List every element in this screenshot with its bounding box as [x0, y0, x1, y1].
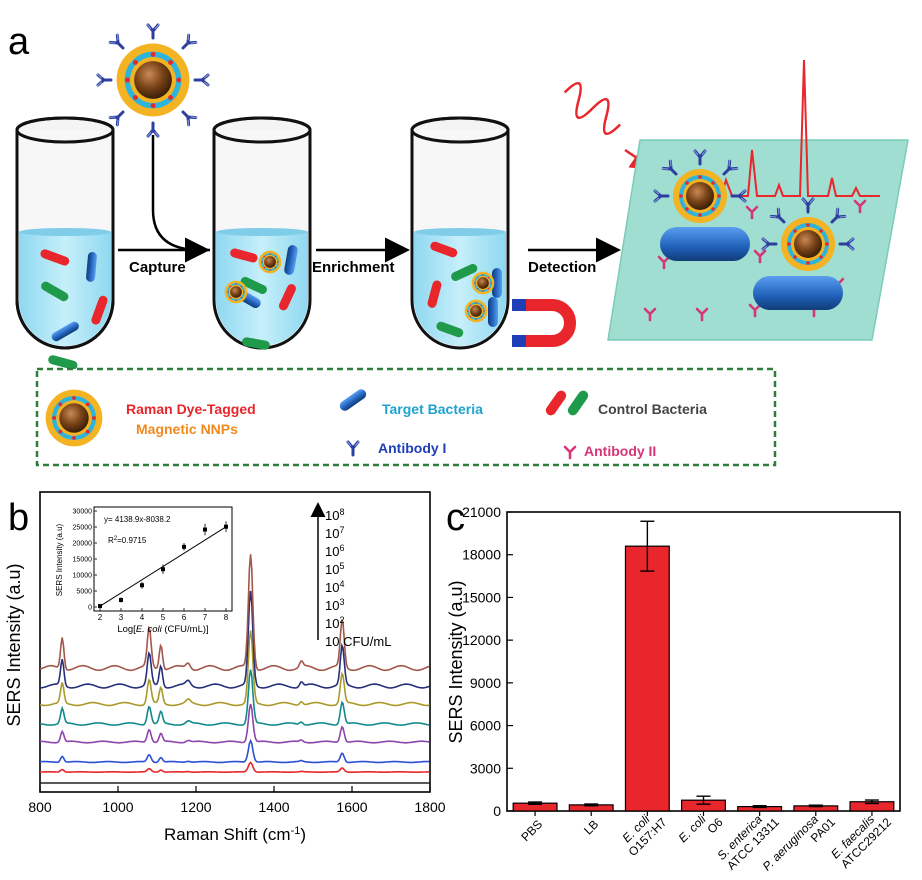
detection-surface [607, 59, 909, 341]
x-tick-label: 1000 [102, 799, 133, 815]
inset-x-tick: 4 [140, 613, 145, 622]
inset-point [98, 604, 102, 609]
inset-y-tick: 0 [88, 605, 92, 612]
svg-text:103: 103 [325, 597, 344, 613]
inset-y-tick: 30000 [73, 509, 93, 516]
panel-b-ylabel: SERS Intensity (a.u) [4, 563, 24, 726]
inset-x-tick: 2 [98, 613, 103, 622]
panel-a-label: a [8, 21, 30, 63]
panel-c: c 0 3000 6000 9000 12000 15000 18000 21000 PBS L… [446, 497, 901, 873]
spectrum-line [39, 703, 430, 744]
svg-text:104: 104 [325, 579, 344, 595]
spectrum-line [40, 738, 430, 764]
spectra [39, 554, 430, 784]
inset-y-tick: 25000 [73, 525, 93, 532]
nnp-with-antibodies [95, 22, 211, 139]
inset-x-tick: 8 [224, 613, 229, 622]
y-tick-label: 9000 [470, 675, 501, 691]
category-label: E. coliO157:H7 [616, 805, 670, 859]
inset-point [203, 527, 207, 532]
category-label: E. faecalisATCC29212 [828, 805, 894, 871]
x-tick-label: 1200 [180, 799, 211, 815]
svg-text:108: 108 [325, 507, 344, 523]
panel-c-ylabel: SERS Intensity (a.u) [446, 580, 466, 743]
inset-x-tick: 6 [182, 613, 187, 622]
panel-b-label: b [8, 497, 29, 539]
inset-x-tick: 7 [203, 613, 208, 622]
panel-c-bars [512, 520, 895, 812]
inset-y-tick: 5000 [76, 589, 92, 596]
inset-xlabel: Log[E. coli (CFU/mL)] [117, 624, 208, 635]
spectrum-line [39, 590, 430, 689]
panel-c-yticks: 0 3000 6000 9000 12000 15000 18000 21000 [462, 504, 513, 819]
svg-text:10 CFU/mL: 10 CFU/mL [325, 634, 391, 649]
inset-y-tick: 20000 [73, 541, 93, 548]
inset-point [182, 544, 186, 549]
x-tick-label: 1400 [258, 799, 289, 815]
y-tick-label: 21000 [462, 504, 501, 520]
inset-point [140, 583, 144, 588]
inset-y-tick: 15000 [73, 557, 93, 564]
inset-y-tick: 10000 [73, 573, 93, 580]
y-tick-label: 12000 [462, 632, 501, 648]
panel-c-label: c [446, 497, 465, 539]
panel-c-frame [506, 511, 901, 812]
legend: Raman Dye-Tagged Magnetic NNPs Target Ba… [35, 367, 777, 467]
x-tick-label: 800 [28, 799, 52, 815]
legend-control: Control Bacteria [598, 401, 707, 417]
panel-b: b 800 1000 1200 1400 1600 1800 SERS Intensity… [4, 491, 446, 844]
y-tick-label: 6000 [470, 718, 501, 734]
inset-x-tick: 5 [161, 613, 166, 622]
detection-label: Detection [528, 259, 596, 276]
concentration-labels: 108 107 106 105 104 103 102 10 CFU/mL [325, 507, 391, 649]
spectrum-line [39, 630, 430, 707]
panel-b-frame [39, 491, 431, 793]
inset-point [119, 597, 123, 602]
svg-text:105: 105 [325, 561, 344, 577]
inset-point [224, 524, 228, 529]
enrichment-label: Enrichment [312, 259, 395, 276]
tube-2 [212, 116, 312, 350]
inset-x-tick: 3 [119, 613, 124, 622]
inset-plot: 0 5000 10000 15000 20000 25000 30000 2 3 4 5 6 7 8 y… [55, 506, 233, 635]
bar [624, 545, 670, 812]
x-tick-label: 1600 [336, 799, 367, 815]
inset-equation: y= 4138.9x-8038.2 [104, 515, 171, 524]
y-tick-label: 3000 [470, 760, 501, 776]
panel-b-xlabel: Raman Shift (cm-1) [164, 825, 306, 844]
capture-path [151, 135, 210, 252]
category-label: PBS [518, 817, 545, 844]
spectrum-line [39, 669, 430, 726]
tube-1 [15, 116, 115, 370]
laser-wave [563, 82, 621, 135]
inset-ylabel: SERS Intensity (a.u) [55, 523, 64, 596]
svg-text:106: 106 [325, 543, 344, 559]
capture-label: Capture [129, 259, 186, 276]
inset-point [161, 567, 165, 572]
legend-nnp-line2: Magnetic NNPs [136, 421, 238, 437]
y-tick-label: 0 [493, 803, 501, 819]
magnet-icon [512, 299, 576, 347]
tube-3 [410, 116, 510, 350]
spectrum-line [39, 761, 430, 774]
legend-antibody2: Antibody II [584, 443, 656, 459]
svg-text:107: 107 [325, 525, 344, 541]
category-label: LB [581, 817, 601, 837]
legend-target: Target Bacteria [382, 401, 483, 417]
x-tick-label: 1800 [414, 799, 445, 815]
panel-b-xticks: 800 1000 1200 1400 1600 1800 [28, 786, 446, 815]
spectrum-line [39, 554, 430, 672]
inset-r2: R2=0.9715 [108, 536, 147, 545]
y-tick-label: 18000 [462, 547, 501, 563]
y-tick-label: 15000 [462, 589, 501, 605]
legend-nnp-line1: Raman Dye-Tagged [126, 401, 256, 417]
legend-antibody1: Antibody I [378, 440, 446, 456]
